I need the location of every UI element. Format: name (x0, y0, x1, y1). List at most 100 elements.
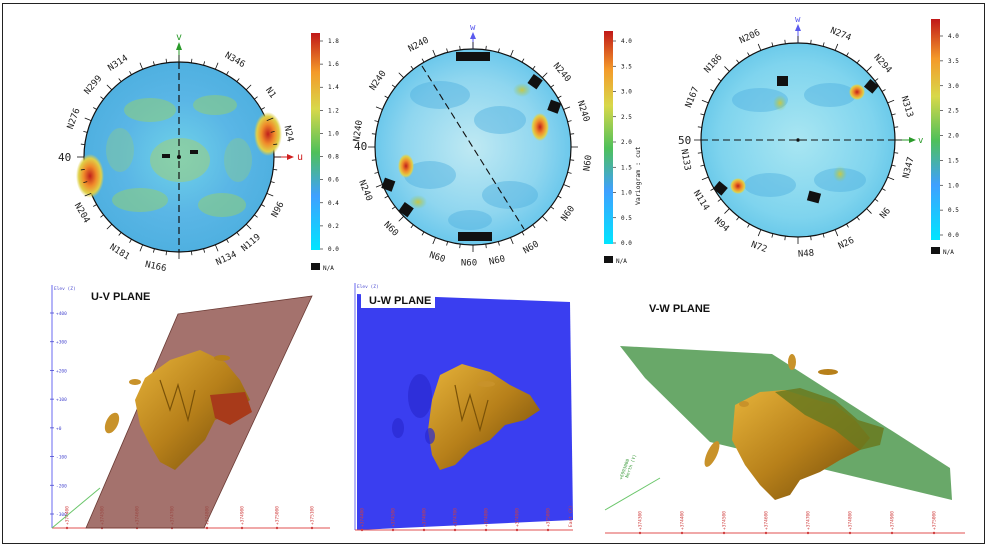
rim-tick (866, 66, 872, 72)
plane-title-box (361, 292, 435, 308)
rim-tick (459, 45, 461, 50)
polar-texture (732, 83, 866, 197)
rim-tick (550, 84, 555, 88)
legend-tick-label: 0.8 (328, 154, 339, 161)
center-marker (162, 154, 170, 158)
legend-tick-label: 1.6 (328, 61, 339, 68)
direction-label: N274 (829, 26, 853, 43)
rim-tick (165, 251, 167, 256)
legend-tick-label: 3.5 (948, 58, 959, 65)
rim-tick (542, 216, 548, 222)
rim-tick (254, 96, 258, 100)
rim-tick (191, 251, 193, 256)
rim-tick (139, 244, 144, 252)
rim-tick (384, 95, 389, 99)
rim-tick (532, 224, 536, 229)
rim-tick (747, 52, 750, 57)
rim-tick (84, 192, 92, 197)
x-tick (546, 528, 550, 532)
rim-tick (563, 184, 571, 188)
legend-tick-label: 2.5 (948, 108, 959, 115)
x-axis-title: East (X) (568, 505, 574, 527)
hotspot (398, 154, 414, 178)
x-tick-labels: +374400 +374500 +374600 +374700 +374800 +3749… (360, 508, 552, 532)
direction-label: N133 (678, 148, 692, 171)
y-axis-diagonal (604, 477, 661, 511)
rim-tick (550, 206, 555, 210)
legend-colorbar (931, 19, 940, 240)
rim-tick (717, 78, 722, 82)
x-tick (65, 526, 69, 530)
rim-tick (874, 78, 879, 82)
rim-tick (371, 133, 376, 135)
legend-tick-label: 0.0 (328, 246, 339, 253)
legend-tick-label: 4.0 (948, 33, 959, 40)
x-tick-label: +375000 (932, 511, 938, 530)
na-block (777, 76, 788, 86)
na-block (458, 232, 492, 241)
rim-tick (710, 89, 715, 92)
warm-spot (513, 83, 531, 97)
axis-u-arrowhead (287, 154, 294, 160)
x-tick-label: +374400 (680, 511, 686, 530)
view3d-uw: Elev (Z) +374400 +374500 +374600 +374700 +37… (354, 283, 574, 532)
direction-label: N72 (749, 240, 768, 255)
x-tick (680, 531, 684, 535)
axis-w-arrowhead (470, 32, 476, 39)
x-tick (515, 528, 519, 532)
rim-tick (894, 126, 899, 128)
x-tick (310, 526, 314, 530)
plane-title-box (86, 288, 156, 304)
direction-label: N313 (899, 95, 915, 119)
rim-tick (771, 42, 774, 47)
y-tick-label: -100 (56, 455, 67, 461)
x-tick (422, 528, 426, 532)
rim-tick (747, 223, 750, 228)
rim-tick (834, 43, 839, 51)
direction-label: N6 (878, 206, 893, 221)
center-dot (177, 155, 181, 159)
legend-tick-label: 0.6 (328, 177, 339, 184)
na-block (527, 74, 543, 90)
direction-label: N347 (902, 156, 917, 179)
legend-title: Variogram : cut (634, 146, 642, 205)
direction-label: N60 (488, 254, 506, 267)
legend-tick-label: 2.0 (621, 139, 632, 146)
rim-tick (846, 223, 849, 228)
rim-tick (736, 59, 740, 64)
direction-label: N294 (871, 53, 893, 76)
direction-label: N48 (798, 249, 815, 260)
rim-tick (266, 117, 274, 122)
rim-tick (266, 192, 274, 197)
rim-tick (245, 223, 252, 230)
left-label: 40 (58, 151, 71, 164)
rim-tick (570, 133, 575, 135)
y-tick-label: +300 (56, 340, 67, 346)
y-tick-label: +100 (56, 397, 67, 403)
rim-tick (446, 241, 449, 246)
rim-tick (521, 58, 525, 63)
rim-tick (784, 39, 786, 44)
orebody (104, 350, 252, 470)
rim-tick (532, 65, 536, 70)
direction-label: N346 (223, 51, 247, 71)
rim-tick (724, 208, 730, 214)
rim-tick (856, 59, 860, 64)
direction-label: N60 (461, 258, 477, 268)
direction-label: N314 (106, 53, 130, 73)
rim-tick (881, 188, 886, 191)
rim-tick (270, 130, 275, 133)
rim-tick (822, 42, 825, 47)
x-tick-label: +374300 (638, 511, 644, 530)
rim-tick (497, 241, 500, 246)
rim-tick (410, 224, 414, 229)
view3d-vw: V-W PLANE North (Y) +6993000 +374300 +374… (604, 303, 965, 535)
rim-tick (100, 96, 104, 100)
rim-tick (784, 236, 786, 241)
rim-tick (557, 95, 562, 99)
x-tick (764, 531, 768, 535)
x-tick-label: +374900 (890, 511, 896, 530)
direction-label: N299 (83, 74, 105, 97)
axis-diagonal (421, 65, 525, 230)
